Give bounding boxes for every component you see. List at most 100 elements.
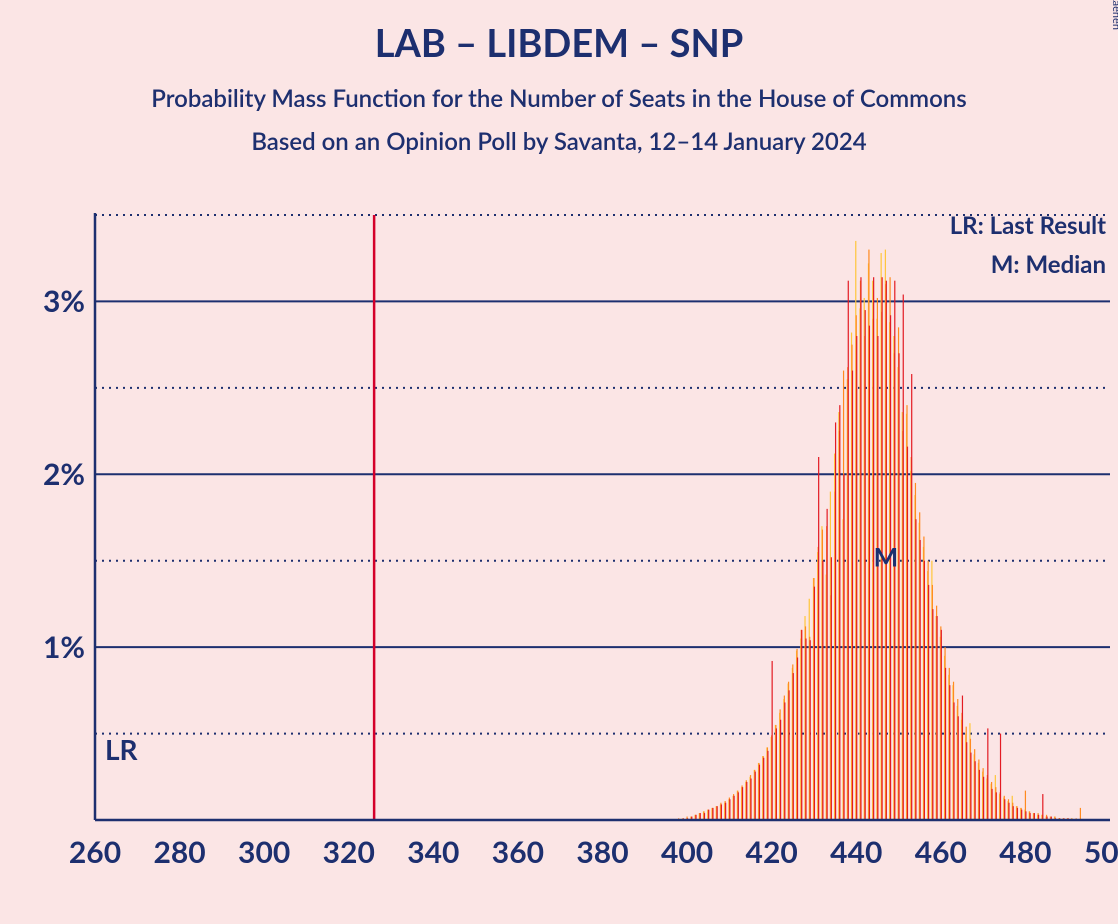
series-c <box>945 668 946 820</box>
x-tick-label: 280 <box>153 834 205 870</box>
series-c <box>915 519 916 820</box>
series-c <box>848 281 849 820</box>
series-c <box>822 561 823 820</box>
series-c <box>949 685 950 820</box>
series-c <box>953 702 954 820</box>
series-c <box>852 371 853 820</box>
legend-lr: LR: Last Result <box>950 211 1106 240</box>
chart-title: LAB – LIBDEM – SNP <box>0 20 1118 66</box>
series-c <box>941 630 942 820</box>
series-c <box>856 336 857 820</box>
series-c <box>970 753 971 820</box>
plot-svg: M <box>95 215 1110 875</box>
series-c <box>788 690 789 820</box>
series-c <box>1004 799 1005 820</box>
series-c <box>979 770 980 820</box>
chart-subtitle-1: Probability Mass Function for the Number… <box>0 84 1118 113</box>
series-c <box>831 557 832 820</box>
series-c <box>1017 808 1018 820</box>
series-c <box>932 609 933 820</box>
x-tick-label: 300 <box>238 834 290 870</box>
series-c <box>962 696 963 820</box>
series-c <box>733 796 734 820</box>
series-c <box>776 728 777 820</box>
chart-subtitle-2: Based on an Opinion Poll by Savanta, 12–… <box>0 127 1118 156</box>
series-c <box>721 804 722 820</box>
series-b <box>1080 808 1081 820</box>
series-c <box>903 295 904 820</box>
series-c <box>991 789 992 820</box>
series-c <box>708 810 709 820</box>
series-c <box>827 509 828 820</box>
series-c <box>818 457 819 820</box>
series-c <box>860 277 861 820</box>
series-c <box>742 787 743 820</box>
series-c <box>755 772 756 820</box>
x-tick-label: 340 <box>407 834 459 870</box>
x-tick-label: 260 <box>69 834 121 870</box>
y-tick-label: 3% <box>15 283 85 319</box>
series-c <box>746 782 747 820</box>
series-c <box>865 310 866 820</box>
x-tick-label: 400 <box>661 834 713 870</box>
series-c <box>1000 734 1001 820</box>
series-c <box>996 792 997 820</box>
series-c <box>1025 811 1026 820</box>
series-c <box>975 761 976 820</box>
y-tick-label: 2% <box>15 456 85 492</box>
series-c <box>738 792 739 820</box>
series-c <box>920 540 921 820</box>
series-c <box>784 702 785 820</box>
series-c <box>712 808 713 820</box>
median-label: M <box>874 541 899 573</box>
series-c <box>958 716 959 820</box>
series-c <box>869 326 870 820</box>
x-tick-label: 480 <box>999 834 1051 870</box>
y-tick-label: 1% <box>15 629 85 665</box>
series-c <box>843 474 844 820</box>
series-c <box>987 728 988 820</box>
copyright-text: © 2024 Filip van Laenen <box>1110 0 1118 30</box>
series-c <box>983 777 984 820</box>
series-c <box>717 806 718 820</box>
series-c <box>763 758 764 820</box>
series-c <box>924 561 925 820</box>
series-c <box>793 673 794 820</box>
series-c <box>1013 806 1014 820</box>
plot-area: M LR: Last Result M: Median 1%2%3%260280… <box>95 215 1110 875</box>
x-tick-label: 440 <box>830 834 882 870</box>
series-c <box>1042 794 1043 820</box>
series-c <box>801 630 802 820</box>
series-c <box>810 640 811 820</box>
x-tick-label: 380 <box>576 834 628 870</box>
x-tick-label: 500 <box>1084 834 1118 870</box>
x-tick-label: 420 <box>746 834 798 870</box>
series-c <box>814 587 815 820</box>
series-c <box>725 803 726 820</box>
series-c <box>759 765 760 820</box>
series-c <box>898 353 899 820</box>
x-tick-label: 460 <box>915 834 967 870</box>
legend-m: M: Median <box>950 250 1106 279</box>
series-c <box>936 616 937 820</box>
series-c <box>1021 810 1022 820</box>
x-tick-label: 320 <box>323 834 375 870</box>
series-c <box>729 799 730 820</box>
series-c <box>772 661 773 820</box>
series-c <box>928 585 929 820</box>
series-c <box>780 720 781 820</box>
x-tick-label: 360 <box>492 834 544 870</box>
series-c <box>877 336 878 820</box>
series-c <box>750 779 751 820</box>
series-c <box>1008 803 1009 820</box>
series-c <box>797 658 798 820</box>
legend: LR: Last Result M: Median <box>950 211 1106 289</box>
series-c <box>907 447 908 820</box>
lr-inline-label: LR <box>105 732 138 766</box>
series-c <box>839 405 840 820</box>
series-c <box>805 639 806 821</box>
series-c <box>911 374 912 820</box>
series-c <box>835 422 836 820</box>
series-c <box>767 751 768 820</box>
series-c <box>966 742 967 820</box>
